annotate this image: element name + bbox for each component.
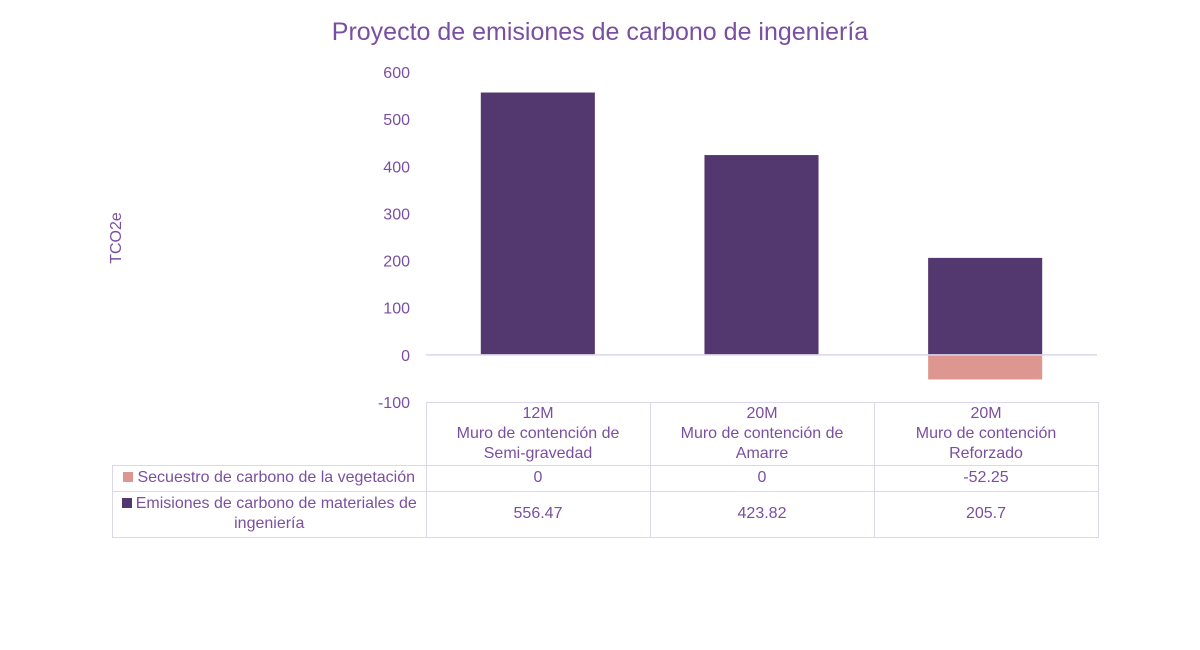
category-code: 20M <box>746 404 778 422</box>
category-name-line2: Amarre <box>735 444 789 462</box>
bar <box>480 92 595 355</box>
category-name-line2: Reforzado <box>949 444 1023 462</box>
y-tick-label: 600 <box>383 65 410 82</box>
bar <box>928 257 1043 355</box>
category-header: 20M Muro de contención de Amarre <box>649 402 875 466</box>
bars <box>480 92 1043 380</box>
category-name-line1: Muro de contención <box>915 424 1057 442</box>
data-table: 12M Muro de contención de Semi-gravedad … <box>112 402 1099 538</box>
table-row: Secuestro de carbono de la vegetación 0 … <box>112 464 1099 492</box>
table-row: Emisiones de carbono de materiales de in… <box>112 490 1099 538</box>
category-header: 20M Muro de contención Reforzado <box>873 402 1099 466</box>
data-cell: 0 <box>425 464 651 492</box>
table-header-row: 12M Muro de contención de Semi-gravedad … <box>112 402 1099 466</box>
category-code: 12M <box>522 404 554 422</box>
bar <box>704 155 819 355</box>
y-tick-label: 200 <box>383 254 410 271</box>
chart-title: Proyecto de emisiones de carbono de inge… <box>331 18 869 46</box>
category-name-line1: Muro de contención de <box>456 424 620 442</box>
category-code: 20M <box>970 404 1002 422</box>
category-name-line2: Semi-gravedad <box>483 444 593 462</box>
series-name-line2: ingeniería <box>234 515 305 532</box>
data-cell: 205.7 <box>873 490 1099 538</box>
series-name-line1: Emisiones de carbono de materiales de <box>135 495 417 512</box>
data-cell: -52.25 <box>873 464 1099 492</box>
legend-entry: Emisiones de carbono de materiales de in… <box>112 490 427 538</box>
y-tick-label: 500 <box>383 112 410 129</box>
data-cell: 556.47 <box>425 490 651 538</box>
series-name: Secuestro de carbono de la vegetación <box>137 469 416 486</box>
y-tick-label: 100 <box>383 301 410 318</box>
legend-swatch <box>123 472 134 482</box>
category-header: 12M Muro de contención de Semi-gravedad <box>425 402 651 466</box>
y-tick-label: 0 <box>401 348 410 365</box>
bar <box>928 354 1043 380</box>
table-corner <box>112 402 427 466</box>
y-tick-label: 400 <box>383 159 410 176</box>
y-tick-label: 300 <box>383 206 410 223</box>
data-cell: 423.82 <box>649 490 875 538</box>
legend-entry: Secuestro de carbono de la vegetación <box>112 464 427 492</box>
data-cell: 0 <box>649 464 875 492</box>
legend-swatch <box>121 498 132 508</box>
category-name-line1: Muro de contención de <box>680 424 844 442</box>
